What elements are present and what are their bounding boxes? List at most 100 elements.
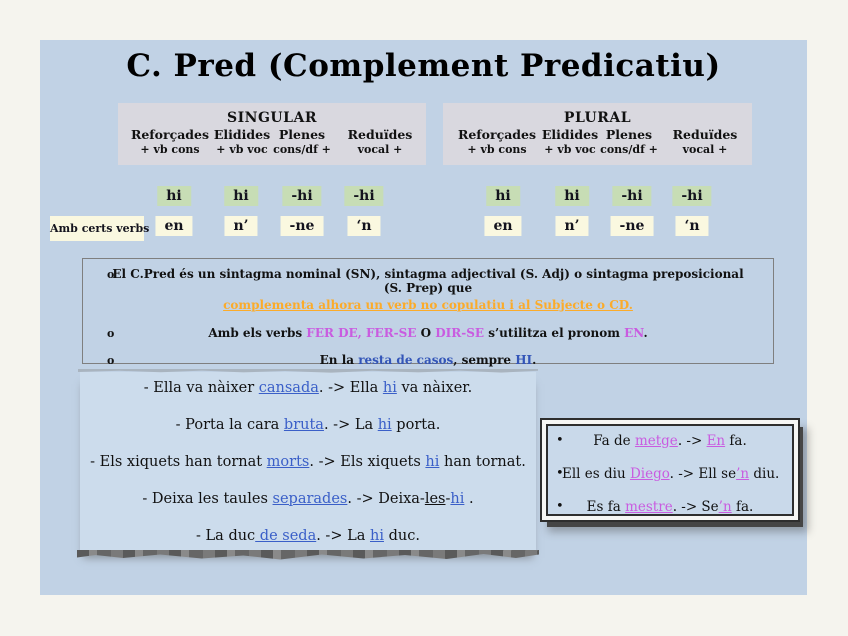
info-bullet-text: El C.Pred és un sintagma nominal (SN), s… — [109, 267, 747, 312]
examples-right-lines: • Fa de metge. -> En fa. • Ell es diu Di… — [548, 426, 792, 517]
text-segment: - Els xiquets han tornat — [90, 454, 267, 470]
text-segment: - La duc — [196, 528, 256, 544]
singular-col-reforcades: Reforçades + vb cons — [131, 127, 209, 156]
pronoun-cell-en: n’ — [555, 216, 589, 236]
text-segment: . — [532, 353, 537, 367]
col-header: Plenes — [605, 127, 653, 142]
text-segment: de seda — [255, 528, 317, 544]
text-segment: - Deixa les taules — [142, 491, 273, 507]
text-segment: ’n — [718, 499, 732, 515]
text-segment: diu. — [749, 466, 780, 482]
text-segment: cansada — [258, 380, 319, 396]
col-subheader: + vb voc — [216, 143, 268, 156]
example-line: - Ella va nàixer cansada. -> Ella hi va … — [80, 378, 536, 399]
examples-left-box: - Ella va nàixer cansada. -> Ella hi va … — [77, 372, 539, 560]
text-segment: El C.Pred és un sintagma nominal (SN), s… — [112, 267, 744, 295]
text-segment: . -> Deixa- — [347, 491, 425, 507]
slide-panel: C. Pred (Complement Predicatiu) SINGULAR… — [40, 40, 807, 595]
bullet-icon: o — [107, 327, 115, 340]
text-segment: , sempre — [453, 353, 516, 367]
examples-left-lines: - Ella va nàixer cansada. -> Ella hi va … — [80, 372, 536, 547]
example-line-text: Ell es diu Diego. -> Ell se’n diu. — [562, 466, 779, 482]
plural-header-box: PLURAL Reforçades + vb cons Elidides + v… — [443, 103, 752, 165]
text-segment: metge — [634, 433, 678, 449]
text-segment: Fa de — [593, 433, 635, 449]
text-segment: . -> Ell se — [669, 466, 737, 482]
text-segment: Amb els verbs — [208, 326, 307, 340]
pronoun-cell-en: -ne — [610, 216, 654, 236]
text-segment: ’n — [736, 466, 750, 482]
singular-title: SINGULAR — [227, 110, 317, 126]
info-bullet: o En la resta de casos, sempre HI. — [83, 353, 773, 367]
text-segment: EN — [624, 326, 644, 340]
example-line-text: Es fa mestre. -> Se’n fa. — [587, 499, 754, 515]
bullet-icon: • — [556, 499, 564, 514]
pronoun-cell-hi: -hi — [672, 186, 712, 206]
page-title: C. Pred (Complement Predicatiu) — [126, 48, 721, 84]
text-segment: porta. — [391, 417, 441, 433]
text-segment: - — [445, 491, 451, 507]
text-segment: hi — [425, 454, 440, 470]
plural-col-plenes: Plenes cons/df + — [600, 127, 658, 156]
example-line-text: Fa de metge. -> En fa. — [593, 433, 747, 449]
text-segment: fa. — [731, 499, 754, 515]
text-segment: En — [706, 433, 726, 449]
col-header: Reduïdes — [347, 127, 413, 142]
pronoun-cell-hi: hi — [555, 186, 589, 206]
pronoun-cell-hi: hi — [157, 186, 191, 206]
example-line: - La duc de seda. -> La hi duc. — [80, 526, 536, 547]
torn-paper-edge — [77, 550, 539, 560]
text-segment: bruta — [283, 417, 324, 433]
text-segment: han tornat. — [439, 454, 526, 470]
plural-col-reforcades: Reforçades + vb cons — [458, 127, 536, 156]
text-segment: . -> — [677, 433, 707, 449]
text-segment: . — [643, 326, 648, 340]
pronoun-cell-en: ‘n — [347, 216, 381, 236]
pronoun-cell-en: en — [484, 216, 522, 236]
col-subheader: cons/df + — [273, 143, 331, 156]
row-label-amb-certs-verbs: Amb certs verbs — [50, 216, 149, 241]
pronoun-cell-en: n’ — [224, 216, 258, 236]
pronoun-cell-hi: -hi — [282, 186, 322, 206]
text-segment: - Porta la cara — [175, 417, 284, 433]
pronoun-cell-hi: hi — [486, 186, 520, 206]
pronoun-cell-en: en — [155, 216, 193, 236]
example-line: - Deixa les taules separades. -> Deixa-l… — [80, 489, 536, 510]
text-segment: . -> Se — [672, 499, 719, 515]
text-segment: . -> La — [316, 528, 370, 544]
text-segment: hi — [382, 380, 397, 396]
info-bullet: o El C.Pred és un sintagma nominal (SN),… — [83, 267, 773, 312]
bullet-icon: o — [107, 354, 115, 367]
text-segment: separades — [272, 491, 348, 507]
col-subheader: + vb cons — [467, 143, 527, 156]
examples-right-box: • Fa de metge. -> En fa. • Ell es diu Di… — [540, 418, 800, 522]
text-segment: hi — [369, 528, 384, 544]
info-bullet-text: Amb els verbs FER DE, FER-SE O DIR-SE s’… — [208, 326, 647, 340]
plural-col-reduides: Reduïdes vocal + — [673, 127, 738, 156]
info-box: o El C.Pred és un sintagma nominal (SN),… — [82, 258, 774, 367]
text-segment: s’utilitza el pronom — [484, 326, 625, 340]
examples-right-frame-inner: • Fa de metge. -> En fa. • Ell es diu Di… — [546, 424, 794, 516]
text-segment: HI — [515, 353, 533, 367]
text-segment: hi — [377, 417, 392, 433]
text-segment: fa. — [725, 433, 747, 449]
text-segment: FER DE, FER-SE — [306, 326, 417, 340]
col-subheader: cons/df + — [600, 143, 658, 156]
example-line: - Els xiquets han tornat morts. -> Els x… — [80, 452, 536, 473]
text-segment: . -> La — [323, 417, 378, 433]
info-bullet-text: En la resta de casos, sempre HI. — [320, 353, 537, 367]
col-subheader: vocal + — [357, 143, 403, 156]
col-subheader: + vb cons — [140, 143, 200, 156]
bullet-icon: o — [107, 268, 115, 281]
info-bullet: o Amb els verbs FER DE, FER-SE O DIR-SE … — [83, 326, 773, 340]
text-segment: . — [464, 491, 474, 507]
pronoun-cell-en: ‘n — [675, 216, 709, 236]
pronoun-cell-hi: -hi — [612, 186, 652, 206]
text-segment: complementa alhora un verb no copulatiu … — [223, 298, 633, 312]
example-line: • Es fa mestre. -> Se’n fa. — [548, 497, 792, 517]
text-segment: duc. — [383, 528, 420, 544]
bullet-icon: • — [556, 433, 564, 448]
col-header: Reforçades — [457, 127, 537, 142]
example-line: • Ell es diu Diego. -> Ell se’n diu. — [548, 464, 792, 484]
text-segment: Ell es diu — [562, 466, 630, 482]
